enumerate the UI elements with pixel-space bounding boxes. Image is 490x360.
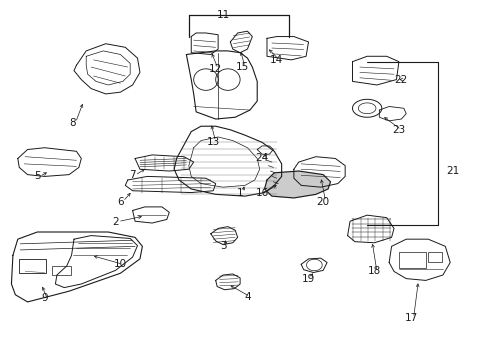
- Text: 14: 14: [270, 55, 283, 65]
- Text: 24: 24: [255, 153, 269, 163]
- Text: 5: 5: [34, 171, 41, 181]
- Polygon shape: [265, 171, 331, 198]
- Text: 22: 22: [395, 75, 408, 85]
- Text: 17: 17: [405, 313, 418, 323]
- Text: 15: 15: [236, 62, 249, 72]
- Bar: [399, 252, 426, 268]
- Text: 2: 2: [112, 217, 119, 226]
- Text: 19: 19: [302, 274, 315, 284]
- Text: 4: 4: [244, 292, 251, 302]
- Text: 13: 13: [207, 137, 220, 147]
- Text: 16: 16: [255, 188, 269, 198]
- Text: 6: 6: [117, 197, 123, 207]
- Text: 21: 21: [446, 166, 459, 176]
- Text: 1: 1: [237, 188, 244, 198]
- Bar: [19, 259, 46, 273]
- Text: 20: 20: [317, 197, 330, 207]
- Text: 10: 10: [114, 259, 127, 269]
- Text: 9: 9: [41, 293, 48, 303]
- Text: 3: 3: [220, 240, 226, 251]
- Bar: [428, 252, 442, 262]
- Text: 12: 12: [209, 64, 222, 74]
- Text: 11: 11: [217, 10, 230, 20]
- Text: 18: 18: [368, 266, 381, 276]
- Text: 23: 23: [392, 125, 406, 135]
- Text: 7: 7: [129, 170, 136, 180]
- Text: 8: 8: [70, 118, 76, 128]
- Bar: [52, 266, 71, 275]
